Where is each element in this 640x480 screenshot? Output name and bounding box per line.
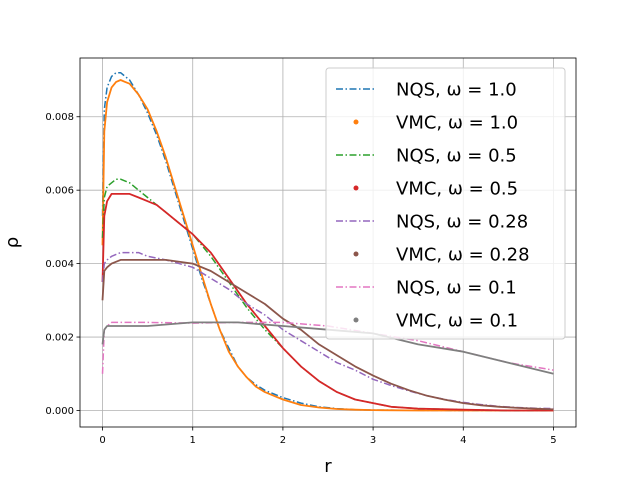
legend-label: VMC, ω = 1.0 — [396, 113, 518, 134]
x-tick-label: 1 — [190, 435, 196, 446]
legend-label: VMC, ω = 0.1 — [396, 311, 518, 332]
legend-item: VMC, ω = 1.0 — [353, 113, 518, 134]
legend-label: NQS, ω = 0.1 — [396, 278, 517, 299]
legend-label: VMC, ω = 0.28 — [396, 245, 530, 266]
y-tick-label: 0.000 — [45, 406, 74, 417]
x-axis: 0 1 2 3 4 5 — [99, 427, 557, 446]
x-tick-label: 2 — [280, 435, 286, 446]
x-axis-label: r — [324, 456, 332, 477]
legend-item: NQS, ω = 0.28 — [336, 212, 528, 233]
legend-item: VMC, ω = 0.28 — [353, 245, 530, 266]
y-axis-label: ρ — [2, 237, 23, 248]
legend-item: NQS, ω = 0.5 — [336, 146, 517, 167]
legend-label: VMC, ω = 0.5 — [396, 179, 518, 200]
y-axis: 0.000 0.002 0.004 0.006 0.008 — [45, 112, 80, 417]
x-tick-label: 4 — [460, 435, 466, 446]
x-tick-label: 3 — [370, 435, 376, 446]
legend: NQS, ω = 1.0 VMC, ω = 1.0 NQS, ω = 0.5 VMC,… — [325, 67, 566, 340]
legend-marker — [353, 251, 359, 257]
series-5-line — [101, 258, 554, 411]
legend-item: NQS, ω = 0.1 — [336, 278, 517, 299]
legend-label: NQS, ω = 1.0 — [396, 80, 517, 101]
x-tick-label: 5 — [550, 435, 556, 446]
plot-series — [101, 71, 554, 412]
legend-box — [325, 67, 566, 340]
plot-frame — [79, 57, 577, 428]
series-7-line — [101, 321, 554, 375]
y-tick-label: 0.002 — [45, 333, 74, 344]
y-tick-label: 0.008 — [45, 112, 74, 123]
legend-item: VMC, ω = 0.1 — [353, 311, 518, 332]
legend-label: NQS, ω = 0.28 — [396, 212, 528, 233]
legend-marker — [353, 119, 359, 125]
y-tick-label: 0.006 — [45, 186, 74, 197]
legend-marker — [353, 317, 359, 323]
y-tick-label: 0.004 — [45, 259, 74, 270]
series-3-line — [101, 192, 554, 412]
legend-item: VMC, ω = 0.5 — [353, 179, 518, 200]
legend-marker — [353, 185, 359, 191]
legend-item: NQS, ω = 1.0 — [336, 80, 517, 101]
series-1-line — [101, 79, 554, 412]
legend-label: NQS, ω = 0.5 — [396, 146, 517, 167]
x-tick-label: 0 — [99, 435, 105, 446]
